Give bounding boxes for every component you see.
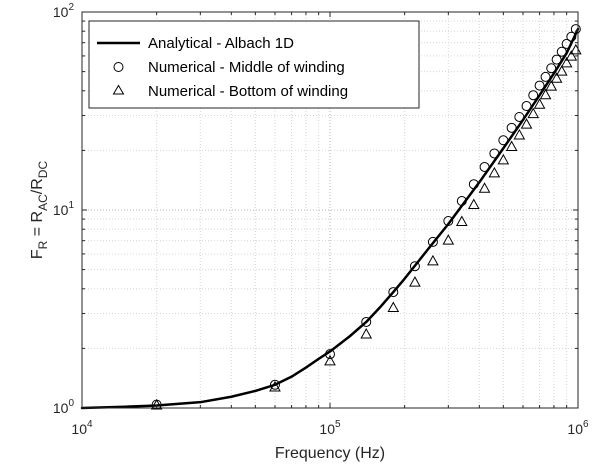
- ticks: [81, 11, 579, 409]
- middle-winding-point: [540, 71, 551, 82]
- legend-circle-marker: [113, 62, 124, 72]
- middle-winding-point: [427, 236, 438, 247]
- middle-winding-point: [566, 31, 577, 42]
- bottom-winding-point: [545, 80, 558, 91]
- middle-winding-point: [443, 215, 454, 226]
- y-label-main: F: [29, 249, 46, 259]
- bottom-winding-point: [427, 254, 439, 266]
- middle-winding-point: [514, 111, 525, 122]
- middle-winding-point: [498, 135, 509, 146]
- bottom-winding-point: [455, 215, 468, 226]
- legend: Analytical - Albach 1D Numerical - Middl…: [88, 20, 420, 109]
- middle-winding-point: [489, 148, 500, 159]
- y-tick-label: 101: [53, 200, 75, 218]
- bottom-winding-point: [360, 327, 373, 339]
- y-tick-label: 100: [53, 398, 75, 416]
- bottom-winding-point: [409, 276, 421, 287]
- x-tick-exponent: 6: [583, 419, 589, 430]
- x-axis-label: Frequency (Hz): [275, 445, 385, 462]
- middle-winding-point: [570, 24, 581, 35]
- series-layer: [80, 24, 582, 410]
- bottom-winding-point: [527, 107, 540, 119]
- y-tick-exponent: 1: [68, 200, 74, 211]
- y-label-sub3: DC: [36, 161, 50, 179]
- bottom-winding-point: [533, 98, 546, 109]
- bottom-winding-point: [442, 234, 455, 245]
- bottom-winding-point: [550, 72, 563, 83]
- middle-winding-point: [528, 90, 539, 101]
- middle-winding-point: [468, 179, 479, 190]
- middle-winding-point: [456, 196, 467, 207]
- middle-winding-point: [561, 38, 572, 49]
- bottom-winding-point: [505, 140, 518, 152]
- x-tick-base: 10: [319, 421, 335, 437]
- legend-label-middle: Numerical - Middle of winding: [148, 59, 345, 76]
- x-tick-base: 10: [567, 421, 583, 437]
- bottom-winding-point: [387, 301, 400, 312]
- bottom-winding-point: [520, 118, 533, 129]
- bottom-winding-point: [565, 50, 578, 61]
- bottom-winding-point: [467, 198, 480, 209]
- y-label-sub2: AC: [36, 194, 50, 211]
- x-tick-label: 104: [71, 419, 93, 437]
- x-tick-base: 10: [71, 421, 87, 437]
- y-label-sub1: R: [36, 240, 50, 249]
- middle-winding-point: [521, 101, 532, 112]
- bottom-winding-point: [555, 65, 568, 76]
- middle-winding-point: [409, 261, 420, 272]
- y-tick-label: 102: [53, 2, 75, 20]
- x-tick-exponent: 5: [335, 419, 341, 430]
- legend-label-analytical: Analytical - Albach 1D: [148, 35, 294, 52]
- bottom-winding-point: [488, 166, 501, 178]
- y-label-mid: = R: [29, 211, 46, 241]
- x-tick-label: 105: [319, 419, 341, 437]
- middle-winding-point: [546, 63, 557, 74]
- bottom-winding-point: [269, 380, 281, 392]
- x-tick-label: 106: [567, 419, 589, 437]
- x-tick-labels: 104 105 106: [71, 419, 589, 437]
- middle-winding-point: [534, 80, 545, 91]
- middle-winding-point: [506, 122, 517, 133]
- middle-winding-point: [269, 379, 280, 390]
- middle-winding-point: [361, 316, 372, 327]
- bottom-winding-point: [150, 398, 163, 410]
- middle-winding-point: [325, 349, 335, 360]
- middle-winding-point: [556, 46, 567, 57]
- y-tick-exponent: 0: [68, 398, 74, 409]
- y-tick-exponent: 2: [68, 2, 74, 13]
- bottom-winding-point: [513, 128, 526, 140]
- bottom-winding-point: [324, 354, 336, 366]
- bottom-winding-point: [560, 56, 573, 68]
- y-tick-base: 10: [53, 202, 69, 218]
- bottom-winding-point: [478, 182, 491, 193]
- legend-label-bottom: Numerical - Bottom of winding: [148, 83, 348, 100]
- middle-winding-point: [479, 161, 490, 172]
- middle-winding-point: [388, 287, 399, 298]
- bottom-winding-point: [539, 88, 552, 100]
- y-label-slash: /R: [29, 178, 46, 194]
- middle-winding-point: [551, 54, 562, 65]
- x-tick-exponent: 4: [87, 419, 93, 430]
- y-tick-base: 10: [53, 4, 69, 20]
- y-axis-label: FR = RAC/RDC: [29, 161, 50, 260]
- y-tick-base: 10: [53, 400, 69, 416]
- legend-box: [88, 20, 420, 109]
- bottom-winding-point: [497, 153, 510, 165]
- legend-triangle-marker: [112, 84, 125, 95]
